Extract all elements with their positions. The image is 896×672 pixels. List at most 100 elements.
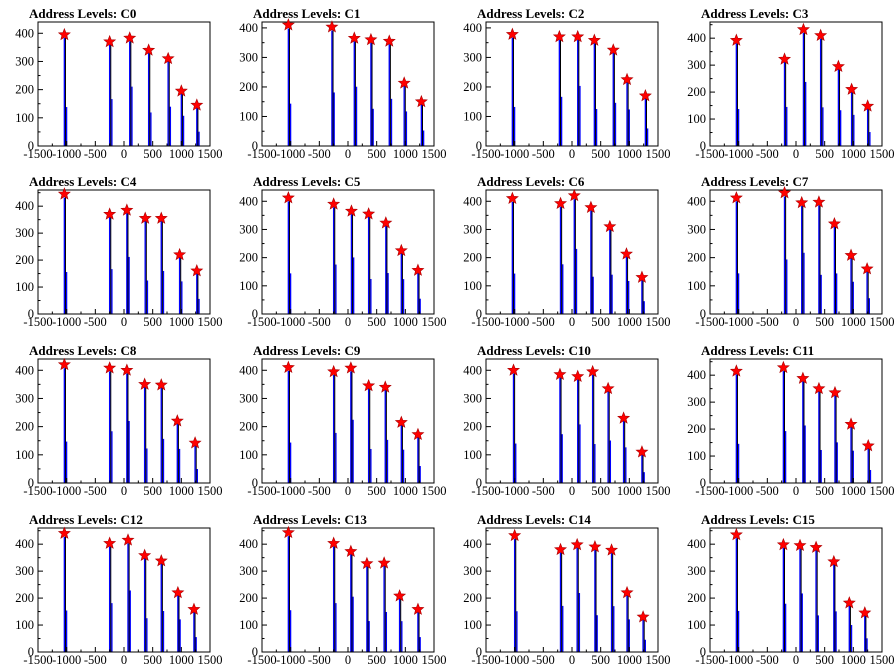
y-tick-label: 0 bbox=[476, 476, 482, 490]
peak-marker bbox=[121, 533, 135, 546]
x-tick-label: 1000 bbox=[393, 653, 418, 667]
y-tick-label: 200 bbox=[239, 420, 258, 434]
y-tick-label: 100 bbox=[15, 280, 34, 294]
x-tick-label: 500 bbox=[815, 653, 834, 667]
peak-marker bbox=[57, 187, 71, 200]
y-tick-label: 400 bbox=[463, 21, 482, 35]
x-tick-label: -500 bbox=[84, 147, 107, 161]
y-tick-label: 400 bbox=[463, 194, 482, 208]
y-tick-label: 0 bbox=[252, 139, 258, 153]
peak-marker bbox=[360, 556, 374, 570]
y-tick-label: 200 bbox=[15, 420, 34, 434]
peak-marker bbox=[154, 378, 168, 391]
peak-marker bbox=[827, 216, 841, 230]
x-tick-label: -500 bbox=[84, 484, 107, 498]
x-tick-label: 1000 bbox=[393, 147, 418, 161]
x-tick-label: 500 bbox=[591, 484, 610, 498]
peak-marker bbox=[142, 43, 156, 56]
panel-title: Address Levels: C3 bbox=[701, 6, 809, 21]
x-tick-label: -1500 bbox=[695, 147, 724, 161]
y-tick-label: 200 bbox=[239, 251, 258, 265]
peak-marker bbox=[120, 203, 134, 216]
peak-marker bbox=[138, 211, 152, 224]
y-tick-label: 200 bbox=[687, 422, 706, 436]
peak-marker bbox=[379, 216, 393, 229]
x-tick-label: 1000 bbox=[617, 484, 642, 498]
x-tick-label: -1500 bbox=[247, 484, 276, 498]
x-tick-label: 1500 bbox=[198, 147, 223, 161]
y-tick-label: 400 bbox=[239, 21, 258, 35]
peak-marker bbox=[860, 262, 874, 275]
x-tick-label: -500 bbox=[84, 315, 107, 329]
y-tick-label: 0 bbox=[252, 307, 258, 321]
y-tick-label: 400 bbox=[15, 26, 34, 40]
x-tick-label: 500 bbox=[367, 484, 386, 498]
peak-marker bbox=[567, 188, 581, 202]
peak-marker bbox=[554, 196, 568, 210]
y-tick-label: 100 bbox=[687, 618, 706, 632]
x-tick-label: -500 bbox=[532, 147, 555, 161]
panel-11: Address Levels: C11 0 100 200 300 400 -1500 -10… bbox=[687, 343, 894, 498]
y-tick-label: 0 bbox=[28, 307, 34, 321]
peak-marker bbox=[344, 204, 358, 217]
peak-marker bbox=[793, 538, 807, 552]
peak-marker bbox=[414, 94, 428, 108]
peak-marker bbox=[57, 526, 71, 539]
y-tick-label: 300 bbox=[239, 391, 258, 405]
peak-marker bbox=[553, 367, 567, 381]
peak-marker bbox=[858, 606, 872, 619]
peak-marker bbox=[776, 537, 790, 551]
peak-marker bbox=[325, 20, 339, 33]
y-tick-label: 400 bbox=[687, 31, 706, 45]
panel-1: Address Levels: C1 0 100 200 300 400 -1500 -100… bbox=[239, 6, 446, 161]
y-tick-label: 300 bbox=[463, 391, 482, 405]
peak-marker bbox=[729, 364, 743, 377]
x-tick-label: -1500 bbox=[695, 653, 724, 667]
x-tick-label: 1500 bbox=[870, 315, 895, 329]
panel-title: Address Levels: C2 bbox=[477, 6, 584, 21]
peak-marker bbox=[394, 243, 408, 257]
x-tick-label: -500 bbox=[308, 147, 331, 161]
x-tick-label: 1000 bbox=[841, 484, 866, 498]
y-tick-label: 0 bbox=[700, 476, 706, 490]
peak-marker bbox=[103, 207, 117, 220]
x-tick-label: 1000 bbox=[841, 147, 866, 161]
x-tick-label: 1000 bbox=[169, 315, 194, 329]
y-tick-label: 200 bbox=[687, 251, 706, 265]
peak-marker bbox=[795, 195, 809, 209]
x-tick-label: -1500 bbox=[23, 484, 52, 498]
peak-marker bbox=[173, 247, 187, 261]
y-tick-label: 300 bbox=[687, 564, 706, 578]
x-tick-label: 500 bbox=[367, 315, 386, 329]
x-tick-label: 1500 bbox=[870, 484, 895, 498]
peak-marker bbox=[844, 248, 858, 261]
panel-title: Address Levels: C6 bbox=[477, 174, 585, 189]
peak-marker bbox=[382, 34, 396, 47]
x-tick-label: -1000 bbox=[276, 484, 305, 498]
x-tick-label: -1000 bbox=[724, 147, 753, 161]
x-tick-label: 0 bbox=[121, 315, 127, 329]
y-tick-label: 300 bbox=[15, 564, 34, 578]
peak-marker bbox=[570, 537, 584, 551]
x-tick-label: -500 bbox=[756, 147, 779, 161]
peak-marker bbox=[638, 88, 652, 102]
x-tick-label: -1500 bbox=[23, 653, 52, 667]
peak-marker bbox=[571, 29, 585, 43]
y-tick-label: 0 bbox=[252, 645, 258, 659]
peak-marker bbox=[411, 602, 425, 615]
x-tick-label: 500 bbox=[591, 653, 610, 667]
x-tick-label: -1500 bbox=[471, 484, 500, 498]
x-tick-label: 0 bbox=[569, 653, 575, 667]
y-tick-label: 100 bbox=[15, 618, 34, 632]
panel-13: Address Levels: C13 0 100 200 300 400 -1500 -10… bbox=[239, 512, 446, 667]
x-tick-label: 0 bbox=[121, 653, 127, 667]
y-tick-label: 400 bbox=[687, 368, 706, 382]
y-tick-label: 300 bbox=[687, 222, 706, 236]
peak-marker bbox=[411, 427, 425, 441]
peak-marker bbox=[812, 195, 826, 208]
y-tick-label: 100 bbox=[239, 618, 258, 632]
x-tick-label: 1500 bbox=[646, 484, 671, 498]
peak-marker bbox=[845, 82, 859, 95]
panel-title: Address Levels: C4 bbox=[29, 174, 137, 189]
x-tick-label: 500 bbox=[815, 484, 834, 498]
